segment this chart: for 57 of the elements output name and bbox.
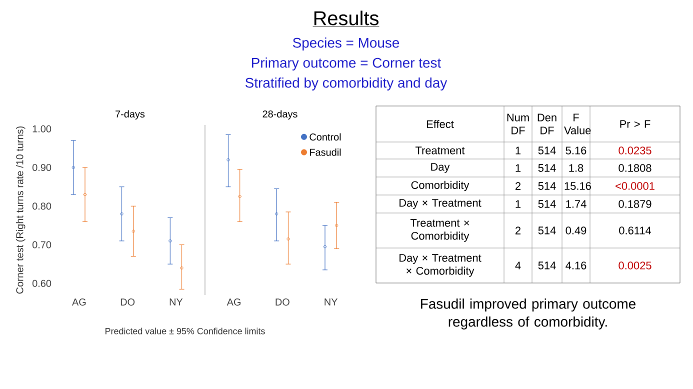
text: 0.49 bbox=[566, 226, 586, 234]
text: 0.0025 bbox=[618, 262, 652, 270]
text: 0.6114 bbox=[619, 226, 652, 234]
text: Stratified by comorbidity and day bbox=[245, 77, 448, 90]
x-tick-label: DO bbox=[120, 298, 135, 306]
y-tick-label: 0.90 bbox=[32, 164, 52, 172]
x-tick-label: NY bbox=[324, 298, 338, 306]
text: Predicted value ± 95% Confidence limits bbox=[106, 328, 265, 334]
text: F Value bbox=[564, 114, 591, 134]
text: Day × Treatment × Comorbidity bbox=[400, 254, 482, 277]
text: 514 bbox=[538, 146, 556, 154]
text: 2 bbox=[516, 182, 521, 190]
x-tick-label: AG bbox=[72, 298, 86, 306]
text: 514 bbox=[538, 164, 556, 172]
legend-label: Control bbox=[310, 133, 341, 141]
text: 1.8 bbox=[569, 164, 584, 172]
y-tick-label: 0.70 bbox=[32, 241, 52, 248]
text: Day × Treatment bbox=[400, 199, 482, 209]
text: 514 bbox=[538, 262, 556, 270]
text: 1 bbox=[516, 200, 521, 208]
text: <0.0001 bbox=[616, 182, 654, 190]
text: 5.16 bbox=[566, 146, 586, 154]
x-tick-label: AG bbox=[226, 298, 240, 306]
text: 1.74 bbox=[566, 200, 586, 208]
text: 2 bbox=[516, 226, 521, 234]
text: 1 bbox=[516, 164, 521, 172]
text: 0.0235 bbox=[618, 146, 652, 154]
text: Results bbox=[314, 10, 378, 26]
y-tick-label: 0.80 bbox=[32, 202, 52, 210]
x-tick-label: DO bbox=[276, 298, 290, 306]
text: Effect bbox=[427, 120, 454, 128]
y-tick-label: 0.60 bbox=[32, 280, 52, 287]
text: Den DF bbox=[538, 114, 556, 134]
y-axis-title: Corner test (Right turns rate /10 turns) bbox=[16, 126, 26, 294]
text: 1 bbox=[516, 146, 521, 154]
text: Num DF bbox=[507, 114, 529, 134]
text: 4 bbox=[515, 262, 521, 270]
text: Pr > F bbox=[620, 120, 650, 128]
chart-title: 7-days bbox=[116, 110, 145, 120]
text: Species = Mouse bbox=[292, 37, 400, 50]
text: 0.1808 bbox=[618, 164, 652, 172]
text: Treatment × Comorbidity bbox=[410, 219, 470, 242]
text: 514 bbox=[538, 200, 556, 208]
text: 4.16 bbox=[566, 262, 586, 270]
text: 514 bbox=[538, 182, 556, 190]
text: 514 bbox=[538, 226, 556, 234]
legend-label: Fasudil bbox=[310, 148, 341, 156]
text: Treatment bbox=[415, 146, 465, 154]
text: 15.16 bbox=[564, 182, 591, 190]
text: Day bbox=[431, 163, 450, 173]
x-tick-label: NY bbox=[170, 298, 183, 306]
text: Comorbidity bbox=[411, 180, 470, 192]
y-tick-label: 1.00 bbox=[32, 125, 52, 132]
text: 0.1879 bbox=[618, 200, 652, 208]
chart-title: 28-days bbox=[262, 110, 298, 120]
text: Primary outcome = Corner test bbox=[252, 57, 442, 70]
text: Fasudil improved primary outcome regardless of comorbidity. bbox=[421, 298, 636, 330]
